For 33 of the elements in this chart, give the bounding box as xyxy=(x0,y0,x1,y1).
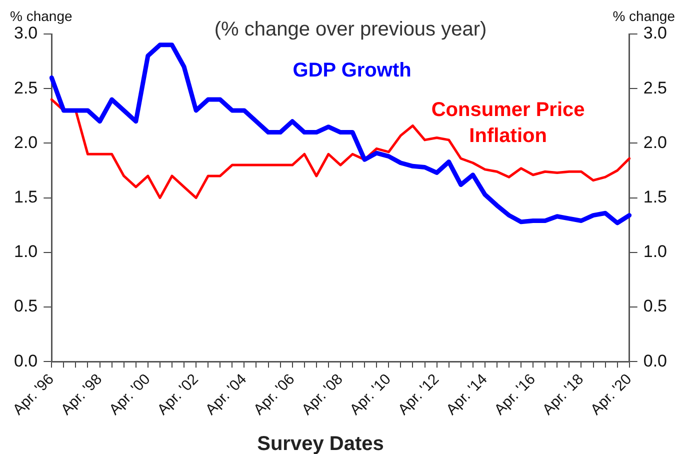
x-tick-label: Apr. '02 xyxy=(154,370,202,418)
y-tick-label: 0.0 xyxy=(14,351,38,370)
x-tick-label: Apr. '98 xyxy=(58,370,106,418)
series-label: Consumer Price Inflation xyxy=(431,98,585,147)
x-tick-label: Apr. '10 xyxy=(346,370,394,418)
y-tick-label: 1.5 xyxy=(14,188,38,207)
x-axis-title: Survey Dates xyxy=(257,433,384,454)
x-tick-label: Apr. '14 xyxy=(443,370,491,418)
y2-tick-label: 3.0 xyxy=(643,24,668,43)
y-tick-label: 2.5 xyxy=(14,78,38,98)
y2-tick-label: 1.0 xyxy=(643,242,668,262)
x-tick-label: Apr. '20 xyxy=(587,370,636,418)
y-tick-label: 2.0 xyxy=(14,132,38,152)
x-tick-label: Apr. '04 xyxy=(202,370,250,418)
x-tick-label: Apr. '18 xyxy=(539,370,587,418)
x-tick-label: Apr. '00 xyxy=(106,370,154,418)
y-axis-title: % change xyxy=(10,8,72,24)
x-tick-label: Apr. '16 xyxy=(491,370,539,418)
x-tick-label: Apr. '08 xyxy=(298,370,346,418)
y2-tick-label: 0.5 xyxy=(643,296,668,316)
y2-tick-label: 0.0 xyxy=(643,351,668,370)
x-tick-label: Apr. '96 xyxy=(10,370,58,418)
chart-subtitle: (% change over previous year) xyxy=(214,18,487,41)
y-tick-label: 1.0 xyxy=(14,242,38,262)
y2-tick-label: 2.0 xyxy=(643,132,668,152)
series-label: GDP Growth xyxy=(292,60,412,82)
y-tick-label: 0.5 xyxy=(14,296,38,316)
y2-tick-label: 2.5 xyxy=(643,78,668,98)
y-tick-label: 3.0 xyxy=(14,24,38,43)
x-tick-label: Apr. '06 xyxy=(250,370,298,418)
x-tick-label: Apr. '12 xyxy=(394,370,443,418)
y2-tick-label: 1.5 xyxy=(643,188,668,207)
y2-axis-title: % change xyxy=(612,8,676,24)
